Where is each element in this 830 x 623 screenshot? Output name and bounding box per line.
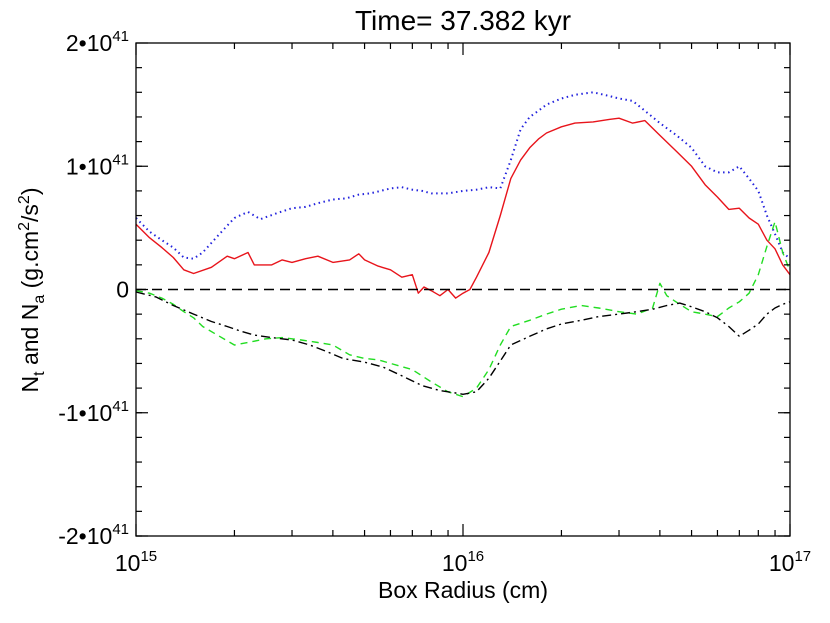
series-layer [135, 91, 791, 398]
x-tick-label: 1017 [769, 548, 811, 576]
chart-title: Time= 37.382 kyr [355, 5, 571, 36]
x-tick-label: 1016 [442, 548, 484, 576]
x-axis-label: Box Radius (cm) [378, 577, 548, 603]
y-tick-label: 1•1041 [66, 151, 129, 179]
series-line-1 [135, 117, 791, 299]
series-line-4 [135, 291, 791, 395]
y-axis-label: Nt and Na (g.cm2/s2) [16, 187, 48, 392]
y-tick-label: -2•1041 [58, 521, 129, 549]
y-tick-label: 2•1041 [66, 28, 129, 56]
plot-frame [135, 42, 791, 537]
ticks-layer: 1015 1016 1017 2•1041 1•1041 0 -1•1041 -2•1041 [58, 28, 811, 576]
series-line-2 [135, 91, 791, 260]
y-tick-label: 0 [116, 277, 129, 303]
series-line-3 [135, 220, 791, 398]
x-tick-label: 1015 [115, 548, 157, 576]
y-tick-label: -1•1041 [58, 398, 129, 426]
